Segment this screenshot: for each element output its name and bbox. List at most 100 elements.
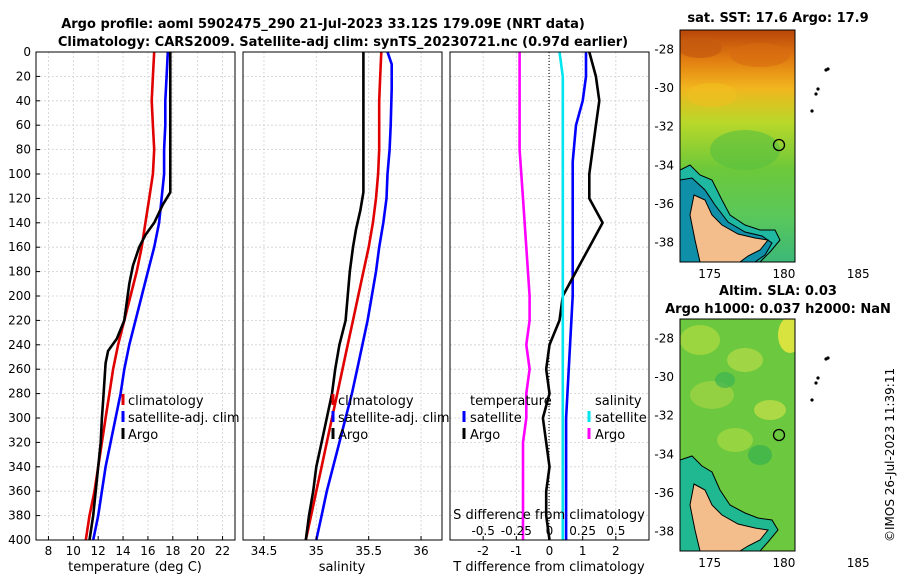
map-lat-tick-label: -36 [654, 197, 674, 211]
sla-low-patch [715, 372, 735, 388]
x-tick-label: 16 [140, 544, 155, 558]
island-marker [816, 376, 820, 380]
depth-tick-label: 280 [8, 387, 31, 401]
s-diff-tick-label: 0 [546, 524, 554, 538]
depth-tick-label: 320 [8, 435, 31, 449]
depth-tick-label: 400 [8, 533, 31, 547]
depth-tick-label: 260 [8, 362, 31, 376]
island-markers [810, 67, 830, 113]
legend-label-argo: Argo [338, 428, 368, 443]
legend-title-temperature: temperature [470, 394, 552, 409]
sst-map-axes: 175 180 185 -28 -30 -32 -34 -36 -38 [654, 42, 869, 281]
legend-label-t-satellite: satellite [470, 411, 522, 426]
map-lat-tick-label: -28 [654, 331, 674, 345]
depth-tick-label: 300 [8, 411, 31, 425]
figure-title-line2: Climatology: CARS2009. Satellite-adj cli… [58, 35, 628, 50]
sla-field [680, 319, 795, 551]
island-marker [816, 87, 820, 91]
series-line-t-satellite [564, 52, 588, 540]
island-marker [810, 109, 814, 113]
x-tick-label: 34.5 [251, 544, 278, 558]
x-tick-label: 2 [612, 544, 620, 558]
map-lat-tick-label: -34 [654, 447, 674, 461]
island-markers [810, 356, 830, 402]
argo-position-marker [772, 138, 786, 152]
difference-lines [518, 51, 604, 541]
island-marker [826, 67, 830, 71]
salinity-axes-box [242, 51, 443, 541]
x-tick-label: 10 [66, 544, 81, 558]
s-difference-label: S difference from climatology [453, 508, 645, 523]
map-lon-tick-label: 180 [772, 267, 795, 281]
depth-tick-label: 20 [16, 69, 31, 83]
series-line-s-argo [518, 52, 531, 540]
t-difference-xlabel: T difference from climatology [452, 560, 645, 575]
x-tick-label: 8 [45, 544, 53, 558]
map-lon-tick-label: 180 [772, 556, 795, 570]
sla-map-subtitle: Argo h1000: 0.037 h2000: NaN [665, 302, 891, 317]
x-tick-label: 36 [413, 544, 428, 558]
x-tick-label: 22 [215, 544, 230, 558]
map-lon-tick-label: 175 [698, 267, 721, 281]
figure-title-line1: Argo profile: aoml 5902475_290 21-Jul-20… [61, 17, 585, 32]
temperature-xlabel: temperature (deg C) [68, 560, 202, 575]
map-lat-tick-label: -30 [654, 81, 674, 95]
temperature-diff-legend: temperature satellite Argo [462, 394, 552, 443]
x-tick-label: 18 [165, 544, 180, 558]
map-lon-tick-label: 175 [698, 556, 721, 570]
s-diff-tick-label: 0.5 [606, 524, 625, 538]
series-line-s-satellite [558, 51, 565, 540]
legend-label-climatology: climatology [338, 394, 414, 409]
sla-landmass [689, 483, 769, 551]
depth-tick-label: 240 [8, 338, 31, 352]
s-diff-tick-label: -0.25 [501, 524, 532, 538]
depth-tick-label: 140 [8, 216, 31, 230]
depth-tick-label: 0 [23, 45, 31, 59]
depth-tick-label: 340 [8, 460, 31, 474]
legend-label-climatology: climatology [128, 394, 204, 409]
map-lon-tick-label: 185 [847, 556, 870, 570]
sst-landmass [689, 194, 769, 262]
map-lat-tick-label: -36 [654, 486, 674, 500]
salinity-lines [304, 51, 394, 541]
island-marker [814, 381, 818, 385]
salinity-legend: climatology satellite-adj. clim Argo [331, 394, 450, 443]
temperature-xticks: 8 10 12 14 16 18 20 22 [45, 536, 230, 558]
depth-tick-label: 60 [16, 118, 31, 132]
depth-tick-label: 180 [8, 265, 31, 279]
map-lat-tick-label: -34 [654, 158, 674, 172]
legend-label-satellite: satellite-adj. clim [338, 411, 450, 426]
sla-high-patch [727, 348, 763, 372]
sla-high-patch [754, 400, 786, 420]
sla-high-patch [717, 428, 753, 452]
sst-map-frame [679, 29, 796, 263]
salinity-grid [243, 52, 442, 540]
legend-title-salinity: salinity [595, 394, 642, 409]
salinity-diff-legend: salinity satellite Argo [587, 394, 647, 443]
sst-patch [710, 130, 780, 170]
x-tick-label: 20 [190, 544, 205, 558]
s-diff-tick-label: -0.5 [471, 524, 494, 538]
map-lat-tick-label: -30 [654, 370, 674, 384]
salinity-panel: 34.5 35 35.5 36 salinity climatology satell… [242, 51, 450, 575]
depth-tick-label: 160 [8, 240, 31, 254]
series-line-satellite-adj-clim [315, 51, 394, 541]
salinity-xlabel: salinity [319, 560, 366, 575]
sla-high-patch [690, 381, 734, 409]
island-marker [810, 398, 814, 402]
depth-yticks: 0 20 40 60 80 100 120 140 160 180 200 220 240 260 280 3… [8, 45, 40, 547]
difference-panel: -2 -1 0 1 2 -0.5 -0.25 0 0.25 0.5 S difference f… [449, 51, 650, 575]
map-lat-tick-label: -32 [654, 409, 674, 423]
map-lat-tick-label: -28 [654, 42, 674, 56]
sst-patch [687, 83, 737, 107]
x-tick-label: 1 [579, 544, 587, 558]
sla-map-frame [679, 318, 796, 552]
series-line-satellite-adj-clim [91, 51, 170, 541]
x-tick-label: 14 [115, 544, 130, 558]
depth-tick-label: 100 [8, 167, 31, 181]
depth-tick-label: 360 [8, 484, 31, 498]
depth-tick-label: 200 [8, 289, 31, 303]
depth-tick-label: 220 [8, 313, 31, 327]
sla-high-patch [778, 319, 795, 353]
map-lat-tick-label: -38 [654, 525, 674, 539]
